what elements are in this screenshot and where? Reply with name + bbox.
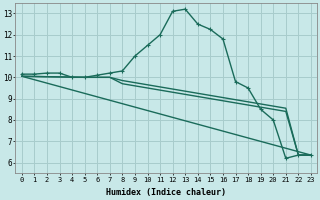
X-axis label: Humidex (Indice chaleur): Humidex (Indice chaleur) [106,188,226,197]
